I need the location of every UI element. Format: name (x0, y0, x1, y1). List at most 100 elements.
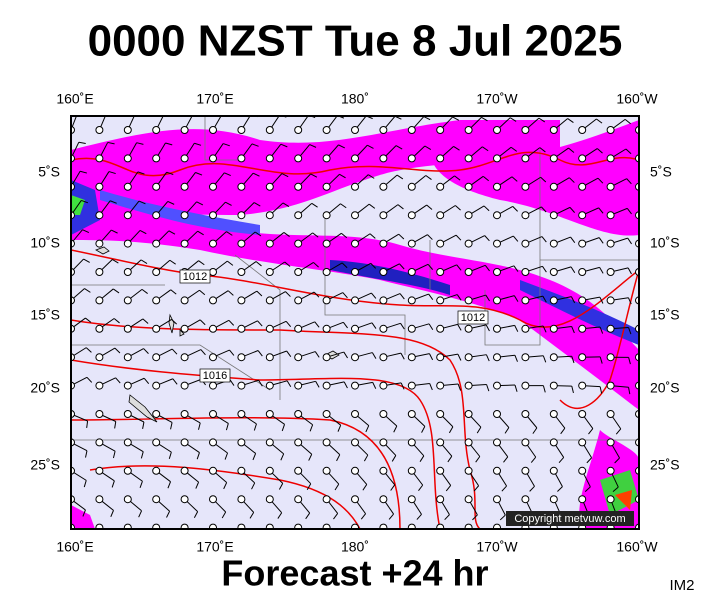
wind-barb-flag (198, 260, 205, 266)
wind-barb-flag (342, 321, 348, 329)
station (493, 466, 501, 475)
station (209, 410, 217, 418)
wind-barb-flag (530, 456, 537, 463)
wind-barb-flag (305, 512, 311, 520)
wind-barb-flag (599, 356, 603, 364)
wind-barb-flag (457, 353, 462, 361)
station (578, 324, 587, 333)
station (237, 239, 246, 248)
station (123, 211, 132, 220)
wind-barb-flag (482, 146, 489, 152)
wind-barb-flag (249, 512, 255, 519)
station (237, 466, 246, 475)
wind-barb-flag (140, 259, 148, 265)
station (209, 182, 217, 191)
wind-barb-flag (82, 509, 86, 517)
station (351, 324, 359, 333)
station (123, 410, 132, 418)
station (521, 381, 530, 390)
station (606, 495, 615, 504)
station (606, 268, 615, 276)
wind-barb-flag (252, 453, 257, 461)
wind-barb-flag (399, 263, 405, 270)
station (351, 211, 359, 220)
station (322, 353, 331, 362)
station (123, 438, 132, 447)
station (521, 410, 530, 418)
wind-barb-flag (472, 514, 478, 521)
station (209, 296, 217, 305)
station (237, 182, 246, 191)
station (521, 324, 530, 333)
forecast-label: Forecast +24 hr (221, 553, 488, 594)
wind-barb-flag (339, 173, 346, 179)
station (549, 296, 558, 305)
lat-label: 25˚S (650, 457, 680, 473)
station (606, 211, 615, 220)
wind-barb-flag (628, 327, 632, 335)
station (407, 381, 416, 390)
wind-barb-flag (513, 265, 519, 272)
wind-barb-flag (428, 293, 434, 301)
wind-barb-flag (612, 486, 619, 493)
wind-barb-flag (571, 356, 575, 364)
lat-label: 15˚S (650, 307, 680, 323)
wind-barb-flag (453, 145, 460, 151)
station (379, 324, 388, 333)
isobar-label: 1012 (461, 312, 485, 324)
station (521, 466, 530, 475)
wind-barb-flag (280, 143, 288, 148)
station (436, 466, 445, 475)
station (152, 381, 161, 390)
wind-barb-flag (514, 355, 518, 362)
station (322, 126, 331, 134)
station (379, 296, 388, 305)
wind-barb-flag (343, 351, 348, 359)
wind-barb-flag (400, 352, 405, 360)
wind-barb-flag (137, 171, 145, 175)
station (464, 381, 473, 390)
station (294, 353, 303, 362)
wind-barb-flag (340, 203, 347, 209)
station (578, 381, 587, 390)
wind-barb-flag (109, 200, 117, 204)
station (95, 268, 104, 276)
station (152, 268, 161, 276)
station (521, 296, 530, 305)
station (152, 438, 161, 447)
station (436, 438, 445, 447)
precip-band (71, 180, 639, 410)
wind-barb-flag (253, 202, 261, 207)
wind-barb-flag (84, 288, 91, 293)
wind-barb-flag (428, 353, 434, 361)
copyright-box (506, 511, 634, 526)
wind-barb-flag (196, 201, 204, 206)
wind-barb-flag (360, 513, 367, 520)
wind-barb-flag (281, 424, 286, 432)
station (464, 466, 473, 475)
station (265, 353, 274, 362)
isobar-label: 1016 (203, 370, 227, 382)
wind-barb-flag (541, 206, 547, 213)
station (265, 182, 274, 191)
wind-barb-flag (570, 236, 576, 244)
station (237, 211, 246, 220)
lat-label: 10˚S (650, 235, 680, 251)
station (294, 438, 303, 447)
station (379, 353, 388, 362)
wind-barb-flag (254, 231, 262, 237)
station (351, 296, 359, 305)
station (322, 495, 331, 504)
isobar-label-box (199, 368, 231, 383)
wind-barb-flag (228, 319, 235, 326)
wind-barb-flag (542, 266, 547, 273)
station (436, 410, 445, 418)
wind-barb-flag (390, 484, 396, 491)
station (464, 126, 473, 134)
wind-barb-flag (315, 381, 320, 388)
wind-barb-flag (367, 144, 374, 149)
precip-heavy (71, 180, 100, 235)
station (521, 211, 530, 220)
station (493, 239, 501, 248)
station (493, 268, 501, 276)
